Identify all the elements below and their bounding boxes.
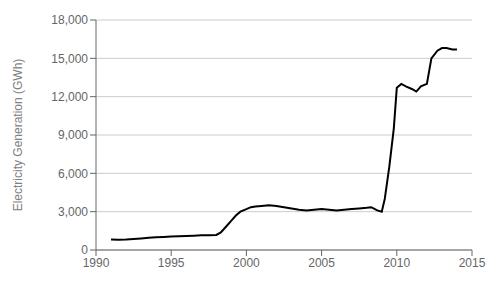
svg-text:2015: 2015 xyxy=(459,256,486,270)
svg-text:2000: 2000 xyxy=(233,256,260,270)
svg-text:18,000: 18,000 xyxy=(51,13,88,27)
svg-text:15,000: 15,000 xyxy=(51,52,88,66)
svg-text:1990: 1990 xyxy=(83,256,110,270)
svg-text:6,000: 6,000 xyxy=(58,167,88,181)
svg-text:Electricity Generation (GWh): Electricity Generation (GWh) xyxy=(11,59,25,212)
svg-text:3,000: 3,000 xyxy=(58,205,88,219)
svg-text:12,000: 12,000 xyxy=(51,90,88,104)
svg-text:9,000: 9,000 xyxy=(58,128,88,142)
svg-text:2005: 2005 xyxy=(308,256,335,270)
svg-text:1995: 1995 xyxy=(158,256,185,270)
svg-text:0: 0 xyxy=(81,243,88,257)
svg-text:2010: 2010 xyxy=(383,256,410,270)
